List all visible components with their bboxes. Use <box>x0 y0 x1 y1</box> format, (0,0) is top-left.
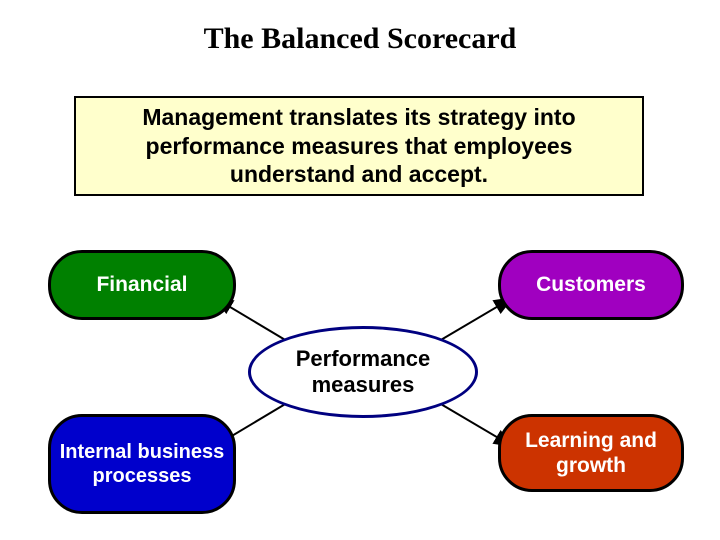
node-center-label: Performance measures <box>251 346 475 399</box>
node-performance-measures: Performance measures <box>248 326 478 418</box>
node-financial: Financial <box>48 250 236 320</box>
node-customers: Customers <box>498 250 684 320</box>
node-customers-label: Customers <box>536 272 646 297</box>
page-title: The Balanced Scorecard <box>0 22 720 56</box>
node-learning-label: Learning and growth <box>501 428 681 478</box>
node-internal-business-processes: Internal business processes <box>48 414 236 514</box>
node-internal-label: Internal business processes <box>51 440 233 488</box>
node-learning-and-growth: Learning and growth <box>498 414 684 492</box>
node-financial-label: Financial <box>96 272 187 297</box>
description-text: Management translates its strategy into … <box>96 103 622 189</box>
description-box: Management translates its strategy into … <box>74 96 644 196</box>
